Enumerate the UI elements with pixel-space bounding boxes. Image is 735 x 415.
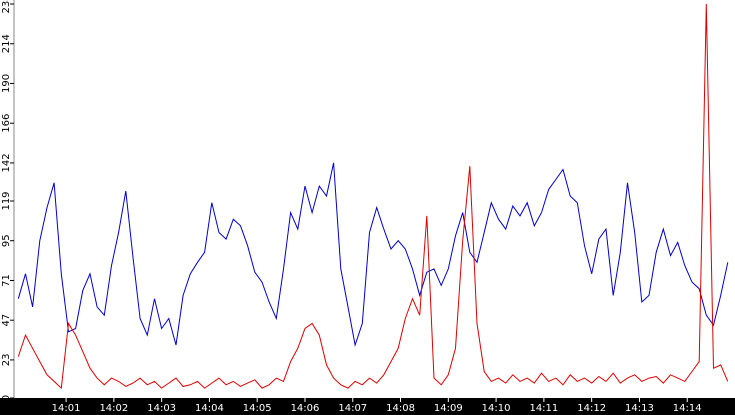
y-tick-label: 95	[1, 234, 12, 247]
series-line	[17, 162, 729, 347]
x-tick-label: 14:03	[147, 403, 176, 414]
x-tick-label: 14:02	[99, 403, 128, 414]
y-tick-label: 119	[1, 191, 12, 210]
y-tick-label: 166	[1, 114, 12, 133]
x-tick-label: 14:04	[195, 403, 224, 414]
y-tick-label: 47	[1, 314, 12, 327]
y-tick-label: 23	[1, 354, 12, 367]
x-tick-label: 14:01	[52, 403, 81, 414]
x-tick-label: 14:08	[386, 403, 415, 414]
x-tick-label: 14:10	[482, 403, 511, 414]
y-tick-label: 71	[1, 274, 12, 287]
x-tick-label: 14:06	[291, 403, 320, 414]
x-tick-label: 14:11	[529, 403, 558, 414]
x-tick-label: 14:13	[625, 403, 654, 414]
x-tick-label: 14:12	[577, 403, 606, 414]
x-axis-band	[0, 398, 735, 415]
x-tick-label: 14:14	[673, 403, 702, 414]
x-tick-label: 14:09	[434, 403, 463, 414]
y-tick-label: 214	[1, 34, 12, 53]
y-tick-label: 238	[1, 0, 12, 14]
y-tick-label: 142	[1, 153, 12, 172]
y-tick-label: 0	[1, 395, 12, 401]
x-tick-label: 14:05	[243, 403, 272, 414]
x-tick-label: 14:07	[338, 403, 367, 414]
series-line	[17, 3, 729, 390]
y-tick-label: 190	[1, 74, 12, 93]
